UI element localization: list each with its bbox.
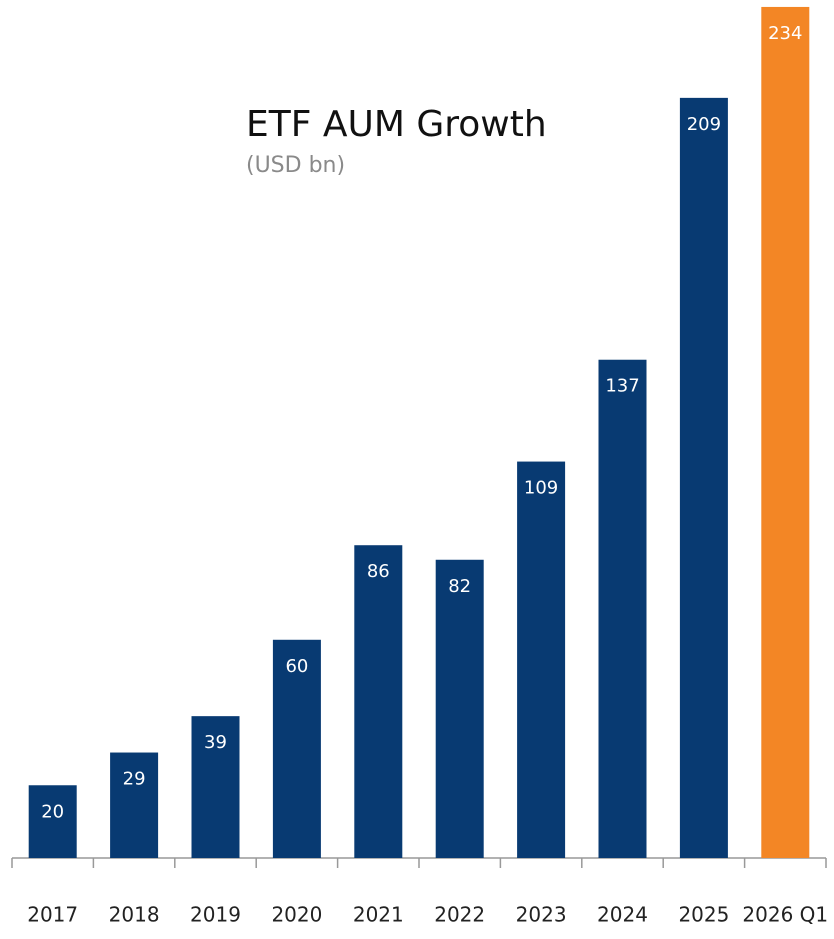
bar (354, 545, 403, 858)
data-label: 20 (41, 801, 64, 822)
data-label: 109 (524, 478, 558, 499)
data-label: 82 (448, 576, 471, 597)
data-label: 60 (285, 656, 308, 677)
data-label: 29 (123, 769, 146, 790)
x-tick-label: 2018 (109, 903, 160, 927)
bar (761, 6, 810, 858)
data-label: 209 (687, 114, 721, 135)
bar (28, 785, 77, 858)
bar (598, 359, 647, 858)
x-tick-label: 2022 (434, 903, 485, 927)
x-tick-label: 2020 (271, 903, 322, 927)
bar (272, 639, 321, 858)
bar (191, 716, 240, 858)
bar (517, 461, 566, 858)
x-tick-label: 2021 (353, 903, 404, 927)
x-tick-label: 2026 Q1 (742, 903, 828, 927)
x-tick-label: 2019 (190, 903, 241, 927)
data-label: 137 (605, 376, 639, 397)
x-tick-label: 2023 (516, 903, 567, 927)
data-label: 39 (204, 732, 227, 753)
data-label: 86 (367, 561, 390, 582)
x-tick-label: 2024 (597, 903, 648, 927)
x-tick-label: 2025 (678, 903, 729, 927)
x-tick-label: 2017 (27, 903, 78, 927)
chart-title: ETF AUM Growth (246, 104, 547, 145)
bar (435, 559, 484, 858)
bar (110, 752, 159, 858)
data-label: 234 (768, 23, 802, 44)
bar (679, 97, 728, 858)
chart-subtitle: (USD bn) (246, 153, 345, 178)
